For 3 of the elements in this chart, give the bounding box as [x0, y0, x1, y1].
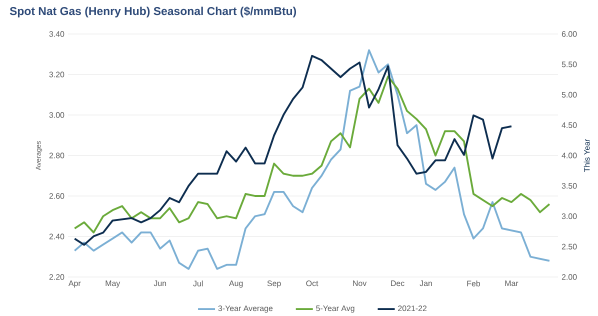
- line-series: [74, 76, 550, 234]
- chart-title: Spot Nat Gas (Henry Hub) Seasonal Chart ($/mmBtu): [10, 6, 296, 18]
- line-series: [74, 49, 550, 270]
